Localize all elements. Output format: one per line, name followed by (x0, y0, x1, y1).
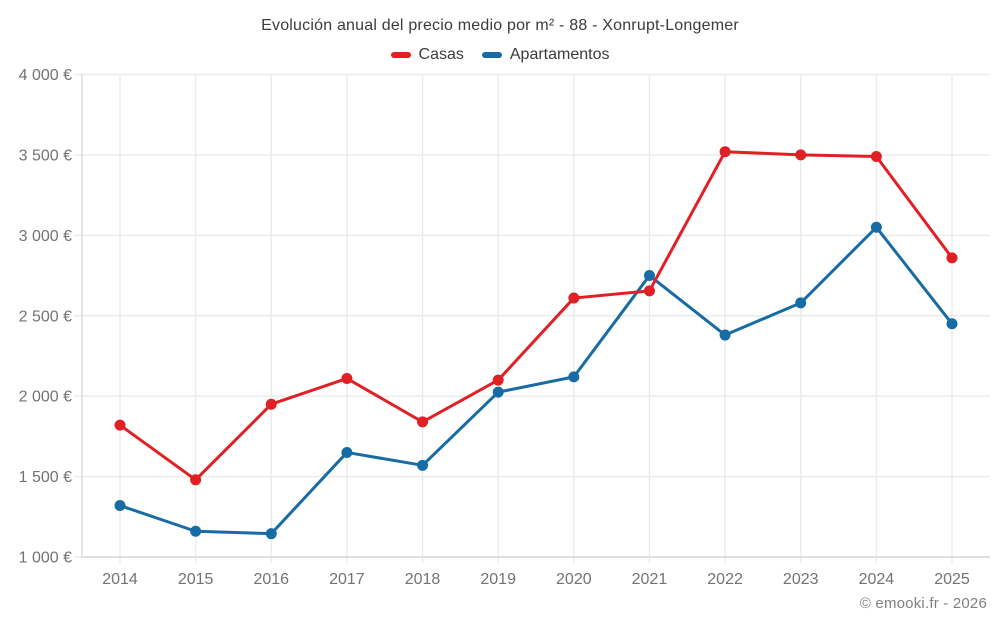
legend-item-apartamentos[interactable]: Apartamentos (481, 46, 610, 64)
chart-legend: Casas Apartamentos (0, 46, 1000, 64)
x-tick-label-2021: 2021 (632, 571, 668, 588)
data-point-apartamentos-2015[interactable] (190, 525, 202, 537)
copyright-footer: © emooki.fr - 2026 (859, 595, 987, 612)
data-point-casas-2016[interactable] (265, 398, 277, 410)
x-tick-label-2018: 2018 (405, 571, 441, 588)
data-point-casas-2022[interactable] (719, 146, 731, 158)
x-tick-label-2020: 2020 (556, 571, 592, 588)
data-point-casas-2017[interactable] (341, 372, 353, 384)
x-tick-label-2016: 2016 (253, 571, 289, 588)
data-point-apartamentos-2017[interactable] (341, 446, 353, 458)
y-tick-label-1500: 1 500 € (19, 469, 72, 486)
x-tick-label-2025: 2025 (934, 571, 970, 588)
data-point-casas-2021[interactable] (643, 285, 655, 297)
y-tick-label-1000: 1 000 € (19, 550, 72, 567)
series-line-casas (118, 150, 954, 482)
y-tick-label-3500: 3 500 € (19, 147, 72, 164)
y-tick-label-4000: 4 000 € (19, 67, 72, 84)
data-point-casas-2025[interactable] (946, 252, 958, 264)
x-tick-label-2014: 2014 (102, 571, 138, 588)
legend-item-casas[interactable]: Casas (390, 46, 464, 64)
x-tick-label-2017: 2017 (329, 571, 365, 588)
data-point-casas-2023[interactable] (795, 149, 807, 161)
data-point-apartamentos-2024[interactable] (870, 221, 882, 233)
data-point-casas-2020[interactable] (568, 292, 580, 304)
data-point-apartamentos-2018[interactable] (417, 459, 429, 471)
x-tick-label-2019: 2019 (480, 571, 516, 588)
x-tick-label-2015: 2015 (178, 571, 214, 588)
data-point-apartamentos-2022[interactable] (719, 329, 731, 341)
casas-legend-swatch-icon (390, 52, 411, 58)
data-point-apartamentos-2021[interactable] (643, 270, 655, 282)
y-tick-label-2500: 2 500 € (19, 308, 72, 325)
y-tick-label-3000: 3 000 € (19, 228, 72, 245)
legend-label-apartamentos: Apartamentos (509, 46, 610, 63)
data-point-casas-2019[interactable] (492, 374, 504, 386)
series-line-apartamentos (118, 225, 954, 536)
data-point-apartamentos-2019[interactable] (492, 386, 504, 398)
data-point-casas-2024[interactable] (870, 151, 882, 163)
data-point-casas-2015[interactable] (190, 474, 202, 486)
data-point-apartamentos-2023[interactable] (795, 297, 807, 309)
data-point-casas-2014[interactable] (114, 419, 126, 431)
legend-label-casas: Casas (418, 46, 464, 63)
x-tick-label-2023: 2023 (783, 571, 819, 588)
x-tick-label-2022: 2022 (707, 571, 743, 588)
data-point-apartamentos-2025[interactable] (946, 318, 958, 330)
apartamentos-legend-swatch-icon (481, 52, 502, 58)
data-point-casas-2018[interactable] (417, 416, 429, 428)
chart-title: Evolución anual del precio medio por m² … (261, 17, 739, 34)
y-tick-label-2000: 2 000 € (19, 389, 72, 406)
data-point-apartamentos-2020[interactable] (568, 371, 580, 383)
data-point-apartamentos-2016[interactable] (265, 528, 277, 540)
data-point-apartamentos-2014[interactable] (114, 500, 126, 512)
x-tick-label-2024: 2024 (859, 571, 895, 588)
